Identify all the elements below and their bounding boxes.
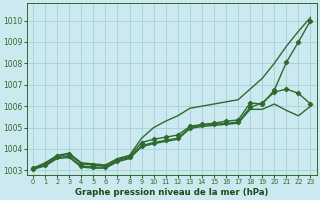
X-axis label: Graphe pression niveau de la mer (hPa): Graphe pression niveau de la mer (hPa)	[75, 188, 268, 197]
